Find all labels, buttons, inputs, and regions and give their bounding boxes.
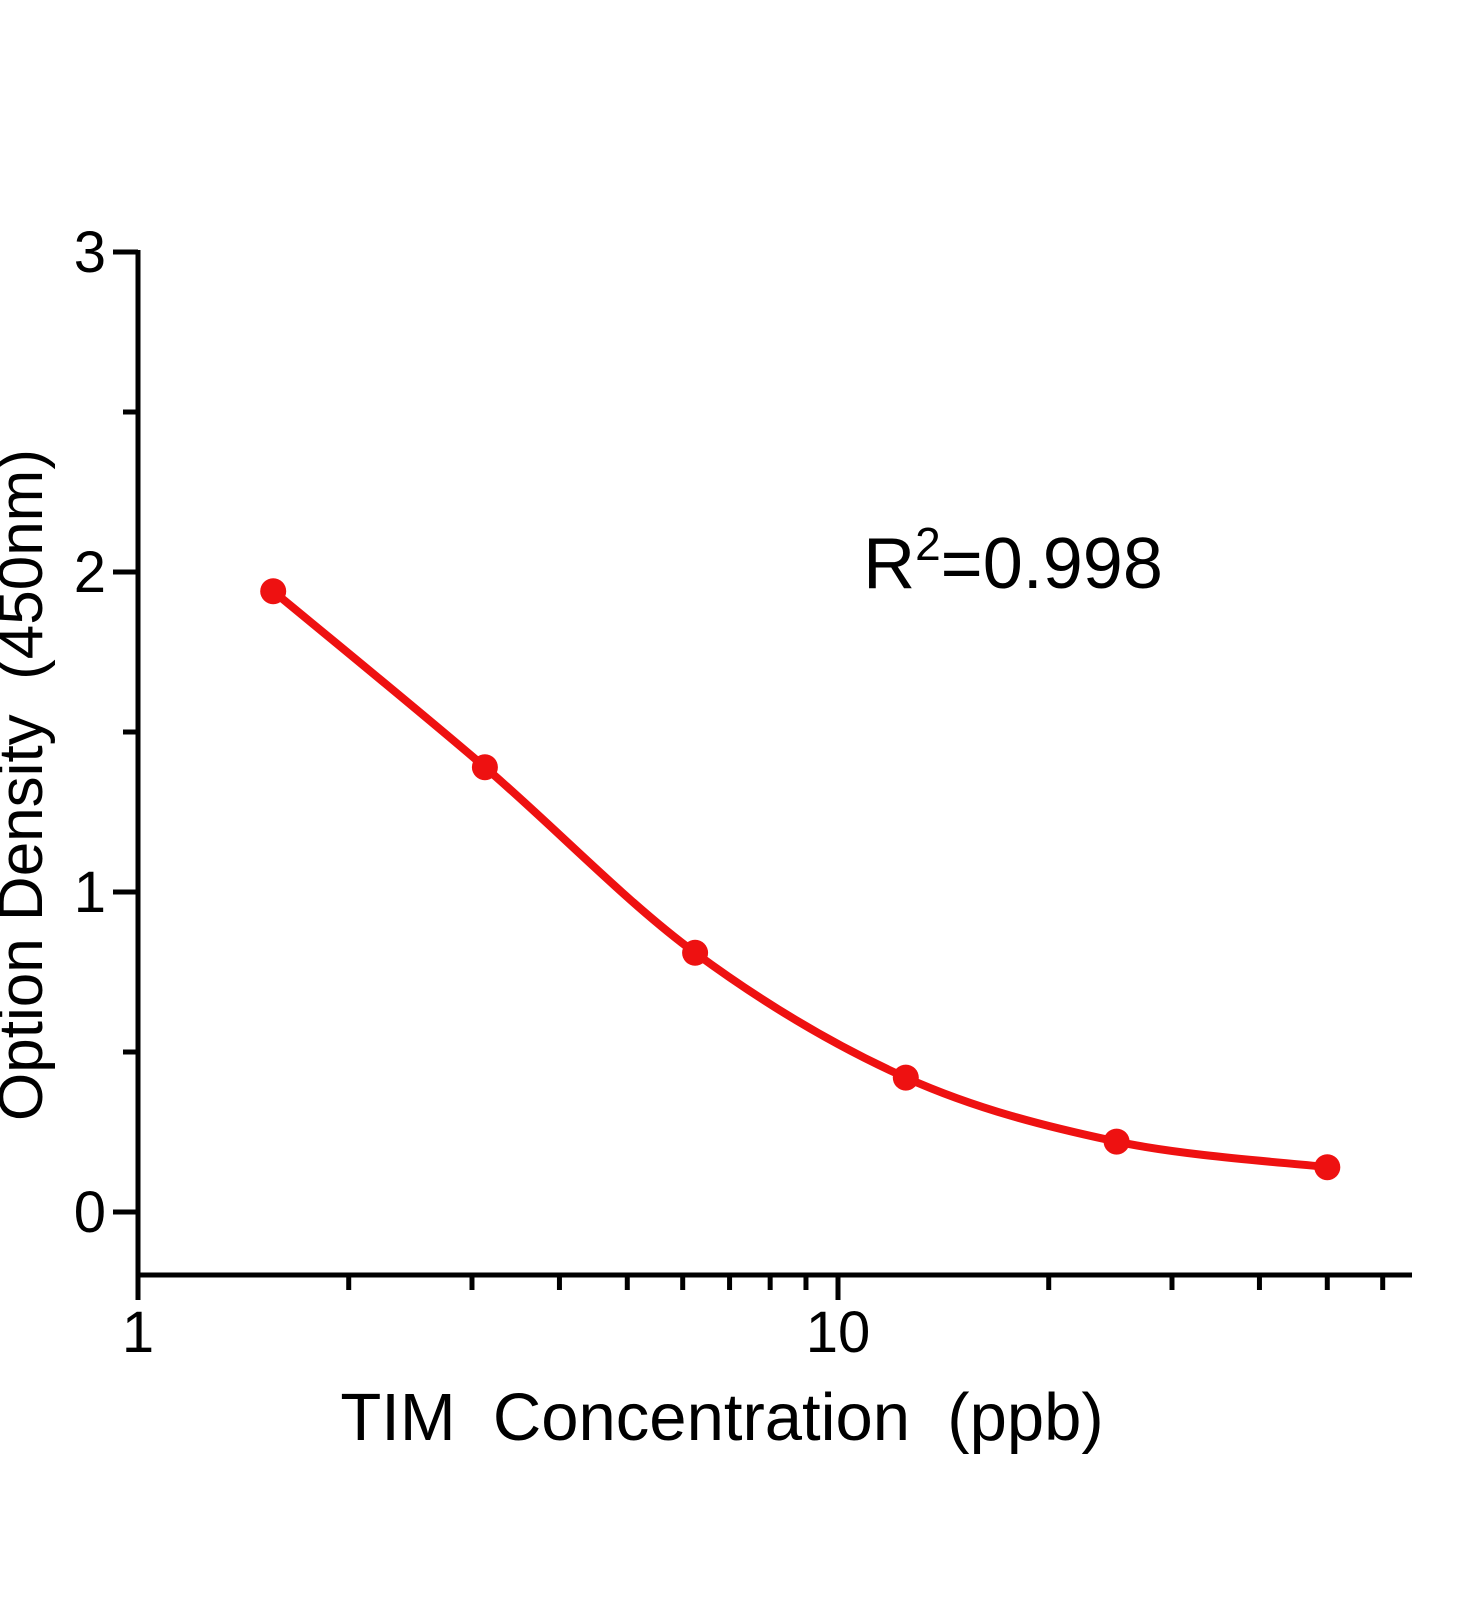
- y-axis-tick-labels: 0 1 2 3: [74, 220, 106, 1245]
- axes: [135, 250, 1412, 1278]
- r-squared-superscript: 2: [915, 518, 941, 570]
- y-tick-label: 2: [74, 540, 106, 605]
- data-point: [682, 939, 709, 966]
- r-squared-value: =0.998: [941, 524, 1163, 604]
- data-point: [471, 754, 498, 781]
- x-tick-label: 1: [122, 1300, 154, 1365]
- y-tick-label: 1: [74, 860, 106, 925]
- data-point: [892, 1064, 919, 1091]
- y-axis-ticks: [113, 249, 138, 1215]
- x-axis-title: TIM Concentration (ppb): [340, 1380, 1103, 1455]
- data-point: [1314, 1154, 1341, 1181]
- x-tick-label: 10: [806, 1300, 871, 1365]
- x-axis-ticks: [135, 1275, 1386, 1300]
- y-axis-title: Option Density (450nm): [0, 449, 56, 1121]
- x-axis-tick-labels: 1 10: [122, 1300, 870, 1365]
- r-squared-prefix: R: [863, 524, 915, 604]
- standard-curve-line: [269, 587, 1332, 1172]
- y-tick-label: 0: [74, 1180, 106, 1245]
- axis-spine: [135, 250, 1412, 1278]
- y-tick-label: 3: [74, 220, 106, 285]
- data-point: [260, 578, 287, 605]
- r-squared-annotation: R2=0.998: [863, 518, 1163, 604]
- data-points: [260, 578, 1341, 1181]
- data-point: [1103, 1128, 1130, 1155]
